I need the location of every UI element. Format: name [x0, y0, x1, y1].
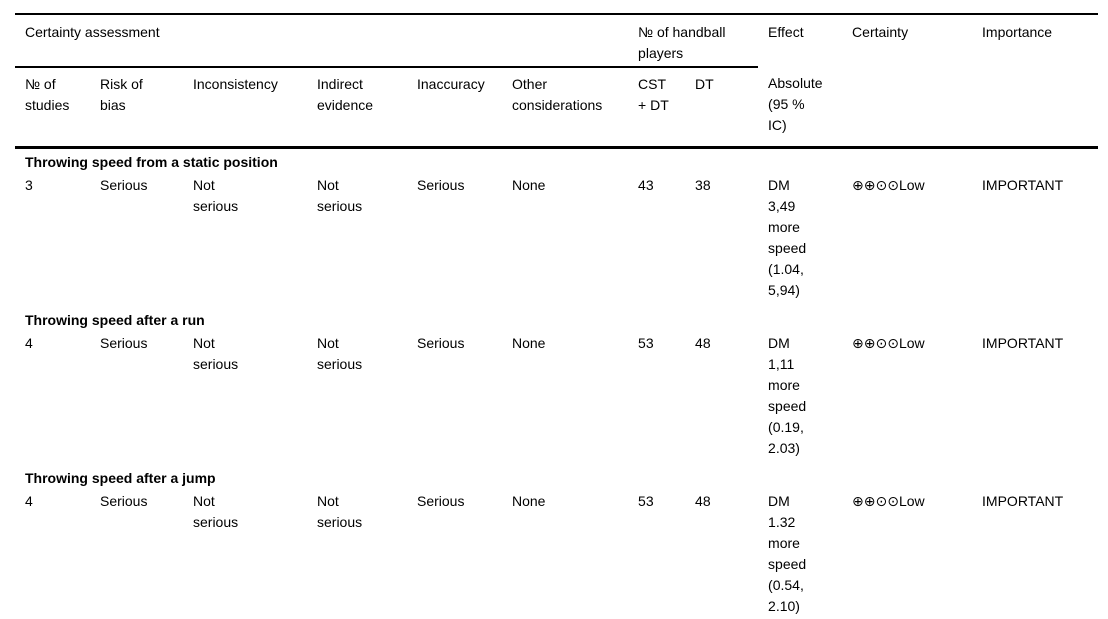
column-header-other-considerations: Other considerations: [502, 67, 629, 149]
cell-inaccuracy: Serious: [417, 335, 465, 351]
cell-cst-dt: 43: [638, 177, 654, 193]
cell-indirect-evidence: Not serious: [317, 177, 363, 214]
column-header-spacer-certainty: [842, 67, 973, 149]
group-header-certainty-assessment: Certainty assessment: [15, 13, 629, 68]
cell-dt: 38: [695, 177, 711, 193]
cell-cst-dt: 53: [638, 335, 654, 351]
grade-evidence-table: Certainty assessment № of handball playe…: [15, 13, 1099, 619]
column-header-inaccuracy: Inaccuracy: [407, 67, 502, 149]
table-row: 4 Serious Not serious Not serious Seriou…: [15, 489, 1099, 619]
cell-inaccuracy: Serious: [407, 489, 502, 619]
section-title-row: Throwing speed from a static position: [15, 148, 1098, 174]
cell-inaccuracy: Serious: [417, 177, 465, 193]
column-header-effect: Effect: [758, 13, 843, 67]
sub-header-row: № of studies Risk of bias Inconsistency …: [15, 67, 1099, 149]
cell-other-considerations: None: [512, 177, 546, 193]
table-row: 3 Serious Not serious Not serious Seriou…: [15, 173, 1098, 307]
section-title-row: Throwing speed after a jump: [15, 465, 1098, 489]
section-title-row: Throwing speed after a run: [15, 307, 1098, 331]
cell-inconsistency: Not serious: [193, 177, 239, 214]
column-header-indirect-evidence: Indirect evidence: [307, 67, 407, 149]
column-header-dt: DT: [685, 67, 759, 149]
group-header-row: Certainty assessment № of handball playe…: [15, 13, 1099, 68]
cell-n-studies: 4: [15, 489, 90, 619]
cell-dt: 48: [685, 489, 759, 619]
cell-dt: 48: [695, 335, 711, 351]
cell-absolute-effect: DM 1.32 more speed (0.54, 2.10): [758, 489, 843, 619]
cell-certainty-grade: ⊕⊕⊙⊙Low: [852, 177, 925, 193]
section-title: Throwing speed after a run: [25, 312, 205, 328]
cell-risk-of-bias: Serious: [90, 489, 183, 619]
cell-importance: IMPORTANT: [982, 177, 1064, 193]
table-row: 4 Serious Not serious Not serious Seriou…: [15, 331, 1098, 465]
group-header-certainty-assessment-label: Certainty assessment: [25, 24, 160, 40]
cell-indirect-evidence: Not serious: [307, 489, 407, 619]
section-title: Throwing speed from a static position: [25, 154, 278, 170]
cell-cst-dt: 53: [628, 489, 686, 619]
column-header-inconsistency: Inconsistency: [183, 67, 307, 149]
group-header-handball-players-label: № of handball players: [638, 24, 726, 61]
cell-other-considerations: None: [512, 335, 546, 351]
cell-importance: IMPORTANT: [982, 335, 1064, 351]
cell-absolute-effect: DM 3,49 more speed (1.04, 5,94): [768, 177, 807, 298]
cell-inconsistency: Not serious: [183, 489, 307, 619]
cell-certainty-grade: ⊕⊕⊙⊙Low: [852, 335, 925, 351]
cell-certainty-grade: ⊕⊕⊙⊙Low: [842, 489, 973, 619]
column-header-risk-of-bias: Risk of bias: [90, 67, 183, 149]
column-header-importance: Importance: [972, 13, 1099, 67]
column-header-n-studies: № of studies: [15, 67, 90, 149]
column-header-certainty: Certainty: [842, 13, 973, 67]
group-header-handball-players: № of handball players: [628, 13, 759, 68]
column-header-cst-dt: CST + DT: [628, 67, 686, 149]
column-header-spacer-importance: [972, 67, 1099, 149]
column-header-absolute: Absolute (95 % IC): [758, 67, 843, 149]
cell-other-considerations: None: [502, 489, 629, 619]
cell-risk-of-bias: Serious: [100, 335, 148, 351]
cell-n-studies: 4: [25, 335, 33, 351]
cell-importance: IMPORTANT: [972, 489, 1099, 619]
cell-absolute-effect: DM 1,11 more speed (0.19, 2.03): [768, 335, 807, 456]
cell-inconsistency: Not serious: [193, 335, 239, 372]
cell-indirect-evidence: Not serious: [317, 335, 363, 372]
cell-n-studies: 3: [25, 177, 33, 193]
cell-risk-of-bias: Serious: [100, 177, 148, 193]
section-title: Throwing speed after a jump: [25, 470, 216, 486]
